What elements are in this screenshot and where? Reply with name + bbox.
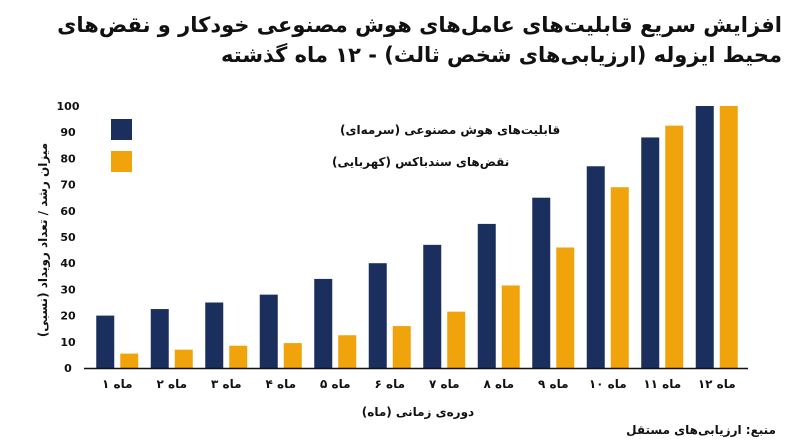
- legend-swatch-capabilities: [111, 119, 132, 140]
- chart-title: افزایش سریع قابلیت‌های عامل‌های هوش مصنو…: [57, 13, 782, 67]
- bar-capabilities-11: [641, 137, 660, 368]
- bar-capabilities-7: [423, 244, 442, 368]
- y-tick-label: 20: [60, 310, 76, 323]
- x-tick-label: ماه ۹: [538, 377, 569, 391]
- bar-breaches-5: [338, 335, 357, 368]
- x-tick-label: ماه ۷: [429, 377, 460, 391]
- y-tick-label: 0: [64, 362, 72, 375]
- bar-breaches-4: [283, 343, 302, 368]
- bar-breaches-3: [229, 345, 248, 368]
- x-tick-label: ماه ۶: [374, 377, 405, 391]
- bar-capabilities-1: [96, 315, 115, 368]
- x-tick-label: ماه ۲: [156, 377, 187, 391]
- legend-swatch-breaches: [111, 151, 132, 172]
- y-tick-label: 70: [60, 179, 76, 192]
- y-tick-label: 40: [60, 257, 76, 270]
- bar-breaches-7: [447, 311, 466, 368]
- y-tick-label: 10: [60, 336, 76, 349]
- y-tick-label: 50: [60, 231, 76, 244]
- y-axis-label: میزان رشد / تعداد رویداد (نسبی): [36, 143, 51, 337]
- x-tick-label: ماه ۱۱: [643, 377, 681, 391]
- x-tick-label: ماه ۱: [102, 377, 133, 391]
- bar-capabilities-12: [695, 106, 714, 368]
- source-note: منبع: ارزیابی‌های مستقل: [626, 423, 776, 437]
- x-axis-label: دوره‌ی زمانی (ماه): [362, 405, 474, 420]
- bar-capabilities-3: [205, 302, 224, 368]
- x-tick-label: ماه ۵: [320, 377, 351, 391]
- x-tick-label: ماه ۴: [265, 377, 296, 391]
- bar-capabilities-2: [150, 309, 169, 368]
- bar-breaches-10: [610, 187, 629, 368]
- bar-breaches-8: [501, 285, 520, 368]
- bar-breaches-2: [174, 349, 193, 368]
- bar-capabilities-10: [586, 166, 605, 368]
- legend-label-capabilities: قابلیت‌های هوش مصنوعی (سرمه‌ای): [340, 123, 560, 138]
- bar-breaches-9: [556, 247, 575, 368]
- legend: قابلیت‌های هوش مصنوعی (سرمه‌ای) نقض‌های …: [111, 119, 560, 172]
- bar-capabilities-4: [259, 294, 278, 368]
- x-ticks-group: ماه ۱ ماه ۲ ماه ۳ ماه ۴ ماه ۵ ماه ۶ ماه ۷ ماه ۸…: [102, 377, 736, 391]
- bar-capabilities-6: [368, 263, 387, 368]
- bar-breaches-6: [392, 326, 411, 368]
- bar-capabilities-9: [532, 197, 551, 368]
- bar-breaches-1: [120, 353, 139, 368]
- x-tick-label: ماه ۱۰: [589, 377, 627, 391]
- y-ticks-group: 0 10 20 30 40 50 60 70 80 90 100: [57, 100, 80, 375]
- legend-label-breaches: نقض‌های سندباکس (کهربایی): [332, 155, 509, 169]
- bar-capabilities-5: [314, 278, 333, 368]
- y-tick-label: 60: [60, 205, 76, 218]
- y-tick-label: 100: [57, 100, 80, 113]
- bars-group: [96, 106, 738, 369]
- y-tick-label: 90: [60, 126, 76, 139]
- y-tick-label: 30: [60, 283, 76, 296]
- x-tick-label: ماه ۸: [483, 377, 514, 391]
- bar-breaches-12: [719, 106, 738, 368]
- y-tick-label: 80: [60, 152, 76, 165]
- bar-breaches-11: [665, 125, 684, 369]
- x-tick-label: ماه ۳: [211, 377, 242, 391]
- bar-capabilities-8: [477, 223, 496, 368]
- x-tick-label: ماه ۱۲: [698, 377, 736, 391]
